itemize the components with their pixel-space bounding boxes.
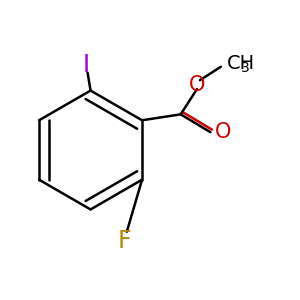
Text: F: F — [118, 229, 131, 253]
Text: CH: CH — [227, 54, 255, 73]
Text: O: O — [215, 122, 231, 142]
Text: 3: 3 — [241, 61, 250, 75]
Text: O: O — [189, 75, 205, 94]
Text: I: I — [82, 53, 90, 77]
